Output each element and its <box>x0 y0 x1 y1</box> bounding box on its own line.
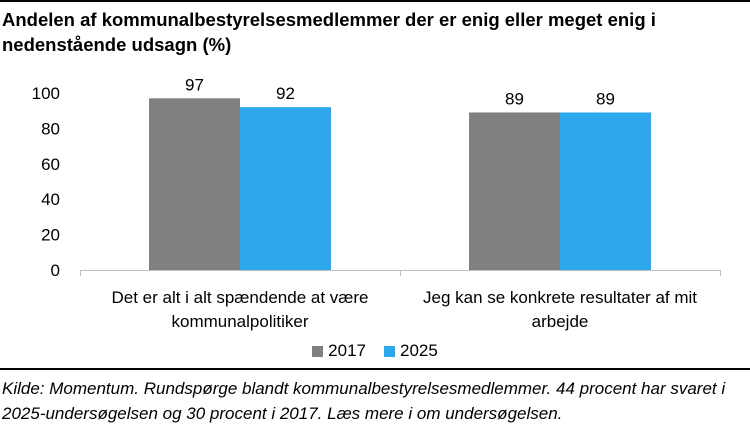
data-label-2017-2: 89 <box>505 89 524 108</box>
legend-item-2025: 2025 <box>384 341 438 361</box>
legend-swatch-2017 <box>312 345 324 357</box>
bar-chart: 0 20 40 60 80 100 97 92 89 89 Det er alt i alt s… <box>32 75 721 331</box>
data-label-2017-1: 97 <box>185 75 204 94</box>
category-label-2: Jeg kan se konkrete resultater af mit arb… <box>423 288 697 331</box>
bar-2025-1 <box>240 107 331 270</box>
bar-2025-2 <box>560 112 651 270</box>
legend-item-2017: 2017 <box>312 341 366 361</box>
source-note: Kilde: Momentum. Rundspørge blandt kommu… <box>2 379 726 423</box>
legend-swatch-2025 <box>384 345 395 357</box>
legend: 2017 2025 <box>0 341 750 361</box>
data-label-2025-1: 92 <box>276 84 295 103</box>
bottom-rule <box>0 368 750 370</box>
x-axis-ticks <box>80 270 721 276</box>
category-label-1: Det er alt i alt spændende at være kommun… <box>111 288 368 331</box>
chart-title: Andelen af kommunalbestyrelsesmedlemmer … <box>2 9 656 55</box>
y-tick-label: 80 <box>41 119 60 138</box>
top-rule <box>0 0 750 2</box>
y-tick-label: 60 <box>41 155 60 174</box>
y-axis: 0 20 40 60 80 100 <box>32 84 60 280</box>
legend-label-2017: 2017 <box>328 341 366 360</box>
data-labels: 97 92 89 89 <box>185 75 615 108</box>
bar-2017-1 <box>149 98 240 270</box>
y-tick-label: 100 <box>32 84 60 103</box>
data-label-2025-2: 89 <box>596 89 615 108</box>
category-labels: Det er alt i alt spændende at være kommun… <box>111 288 697 331</box>
y-tick-label: 20 <box>41 226 60 245</box>
bar-2017-2 <box>469 112 560 270</box>
bars <box>149 98 651 270</box>
y-tick-label: 40 <box>41 190 60 209</box>
y-tick-label: 0 <box>51 261 60 280</box>
legend-label-2025: 2025 <box>400 341 438 360</box>
